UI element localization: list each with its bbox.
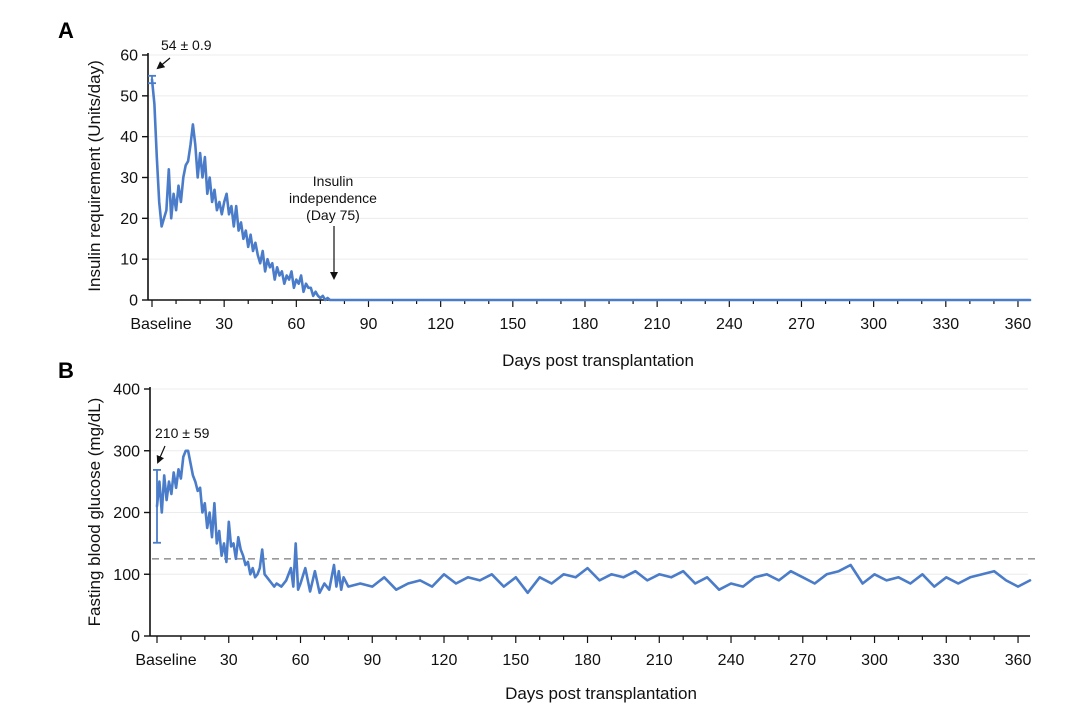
y-tick-label-a-5: 50 [120, 88, 138, 105]
series-glucose [153, 449, 1032, 595]
y-tick-label-b-1: 100 [113, 567, 140, 584]
x-tick-label-a-1: 30 [215, 316, 233, 333]
x-tick-label-b-11: 330 [933, 652, 960, 669]
annotation-independence-line-1: Insulin [313, 173, 353, 189]
x-axis-title-a: Days post transplantation [502, 351, 694, 370]
x-tick-label-a-9: 270 [788, 316, 815, 333]
panel-label-a: A [58, 18, 74, 43]
x-tick-label-b-12: 360 [1005, 652, 1032, 669]
x-tick-label-a-10: 300 [860, 316, 887, 333]
x-tick-label-b-0: Baseline [135, 652, 196, 669]
annotation-baseline-glucose: 210 ± 59 [155, 425, 210, 441]
x-tick-label-b-7: 210 [646, 652, 673, 669]
x-tick-label-a-7: 210 [644, 316, 671, 333]
x-tick-label-a-4: 120 [427, 316, 454, 333]
y-tick-label-a-0: 0 [129, 293, 138, 310]
panel-b: B 0 100 200 300 400 Baseline 30 60 90 120 150 180 21… [58, 358, 1040, 703]
annotation-arrow-baseline-glucose [156, 445, 166, 464]
x-tick-label-b-1: 30 [220, 652, 238, 669]
annotation-arrow-baseline-insulin [156, 57, 171, 70]
y-tick-label-a-2: 20 [120, 211, 138, 228]
x-tick-label-b-3: 90 [363, 652, 381, 669]
x-tick-label-b-5: 150 [502, 652, 529, 669]
x-tick-label-b-4: 120 [431, 652, 458, 669]
x-tick-label-b-9: 270 [789, 652, 816, 669]
ticks-a: 0 10 20 30 40 50 60 Baseline 30 60 90 120 150 180 210 2… [120, 48, 1031, 334]
gridlines-b [150, 388, 1028, 575]
annotations-a: 54 ± 0.9 Insulin independence (Day 75) [156, 37, 377, 280]
x-tick-label-a-6: 180 [572, 316, 599, 333]
x-tick-label-b-8: 240 [718, 652, 745, 669]
x-tick-label-b-2: 60 [292, 652, 310, 669]
series-insulin [148, 74, 1032, 302]
y-tick-label-b-3: 300 [113, 443, 140, 460]
y-axis-title-b: Fasting blood glucose (mg/dL) [85, 398, 104, 627]
x-tick-label-a-12: 360 [1005, 316, 1032, 333]
gridlines-a [148, 54, 1028, 260]
y-axis-title-a: Insulin requirement (Units/day) [85, 60, 104, 291]
annotation-independence-line-2: independence [289, 190, 377, 206]
y-tick-label-b-0: 0 [131, 629, 140, 646]
annotations-b: 210 ± 59 [155, 425, 210, 464]
annotation-baseline-insulin: 54 ± 0.9 [161, 37, 212, 53]
x-tick-label-a-11: 330 [932, 316, 959, 333]
annotation-independence-line-3: (Day 75) [306, 207, 360, 223]
panel-label-b: B [58, 358, 74, 383]
x-tick-label-a-3: 90 [360, 316, 378, 333]
x-tick-label-a-2: 60 [287, 316, 305, 333]
x-tick-label-b-6: 180 [574, 652, 601, 669]
series-line-a [150, 78, 1032, 302]
y-tick-label-a-4: 40 [120, 129, 138, 146]
y-tick-label-a-1: 10 [120, 252, 138, 269]
x-tick-label-a-5: 150 [499, 316, 526, 333]
x-tick-label-a-0: Baseline [130, 316, 191, 333]
ticks-b: 0 100 200 300 400 Baseline 30 60 90 120 150 180 210 2… [113, 382, 1031, 670]
y-tick-label-b-2: 200 [113, 505, 140, 522]
x-axis-title-b: Days post transplantation [505, 684, 697, 703]
x-tick-label-b-10: 300 [861, 652, 888, 669]
axes-a [147, 53, 1030, 301]
series-line-b [155, 449, 1032, 595]
y-tick-label-a-3: 30 [120, 170, 138, 187]
axes-b [149, 387, 1030, 637]
x-tick-label-a-8: 240 [716, 316, 743, 333]
y-tick-label-b-4: 400 [113, 382, 140, 399]
panel-a: A 0 10 20 30 40 50 60 Baseline 30 60 90 120 150 180 21… [58, 18, 1031, 370]
y-tick-label-a-6: 60 [120, 48, 138, 65]
